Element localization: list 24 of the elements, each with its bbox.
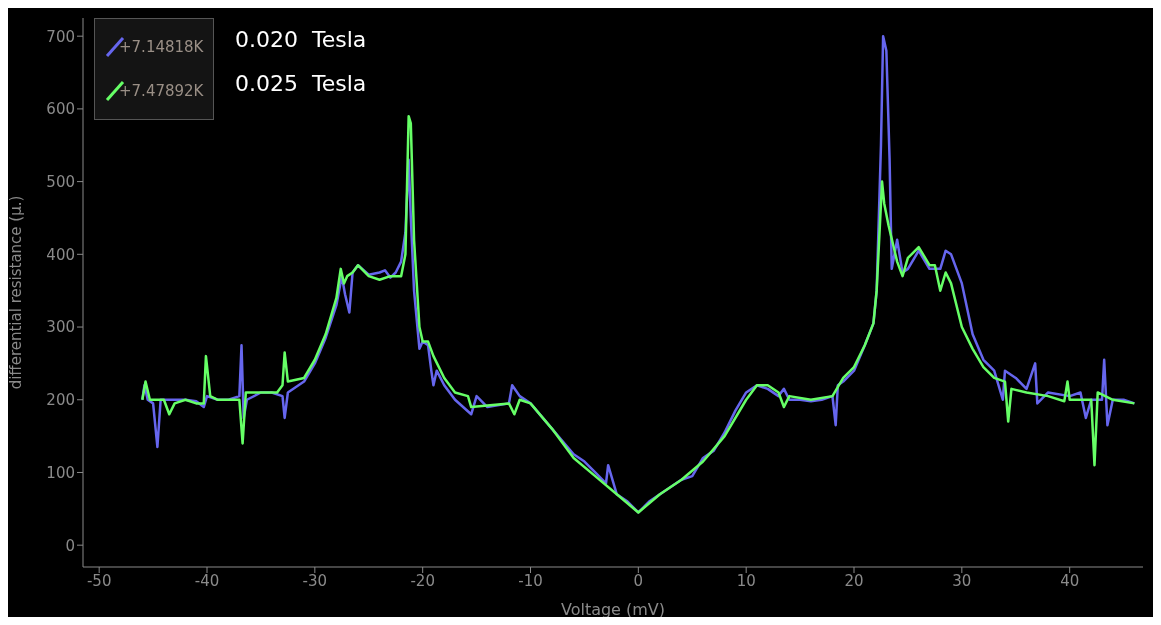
annotation: 0.025 Tesla (235, 71, 367, 96)
x-tick-label: 0 (633, 571, 644, 590)
x-tick-label: 10 (736, 571, 756, 590)
x-tick-label: -40 (194, 571, 220, 590)
legend-label: +7.47892K (119, 82, 204, 100)
y-tick-label: 200 (46, 391, 75, 410)
y-tick-label: 500 (46, 172, 75, 191)
line-series (141, 114, 1136, 514)
x-tick-label: -30 (302, 571, 328, 590)
legend-label: +7.14818K (119, 38, 204, 56)
x-tick-label: -50 (86, 571, 112, 590)
y-tick-label: 0 (65, 536, 75, 555)
y-tick-label: 300 (46, 318, 75, 337)
y-axis-title: differential resistance (μ.) (7, 195, 26, 390)
y-tick-label: 400 (46, 245, 75, 264)
x-tick-label: 30 (952, 571, 972, 590)
y-tick-label: 100 (46, 463, 75, 482)
x-tick-label: 40 (1060, 571, 1080, 590)
y-tick-label: 600 (46, 100, 75, 119)
y-tick-label: 700 (46, 27, 75, 46)
x-tick-label: 20 (844, 571, 864, 590)
x-tick-label: -20 (410, 571, 435, 590)
x-tick-label: -10 (518, 571, 543, 590)
annotation: 0.020 Tesla (235, 27, 367, 52)
